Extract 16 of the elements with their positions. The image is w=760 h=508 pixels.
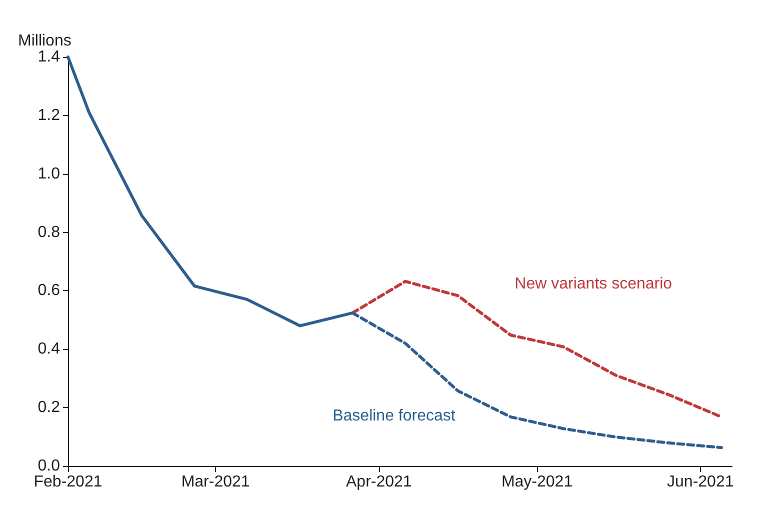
x-tick-label: Apr-2021 xyxy=(346,474,412,490)
x-tick-label: May-2021 xyxy=(501,474,573,490)
y-tick-label: 0.0 xyxy=(38,458,60,474)
text: New variants scenario xyxy=(514,275,672,292)
y-tick-label: 1.4 xyxy=(38,48,60,66)
series-label: Baseline forecast xyxy=(332,407,456,424)
y-tick-label: 1.0 xyxy=(38,165,60,182)
y-axis-title: Millions xyxy=(18,32,72,50)
y-tick-label: 0.8 xyxy=(38,224,60,241)
x-tick-label: Feb-2021 xyxy=(34,474,102,490)
y-tick-label: 1.2 xyxy=(38,106,60,124)
x-tick-label: Jun-2021 xyxy=(667,474,734,490)
x-tick-label: Mar-2021 xyxy=(181,474,250,490)
y-tick-label: 0.6 xyxy=(38,282,60,300)
y-tick-label: 0.4 xyxy=(38,340,60,358)
y-tick-label: 0.2 xyxy=(38,399,60,416)
